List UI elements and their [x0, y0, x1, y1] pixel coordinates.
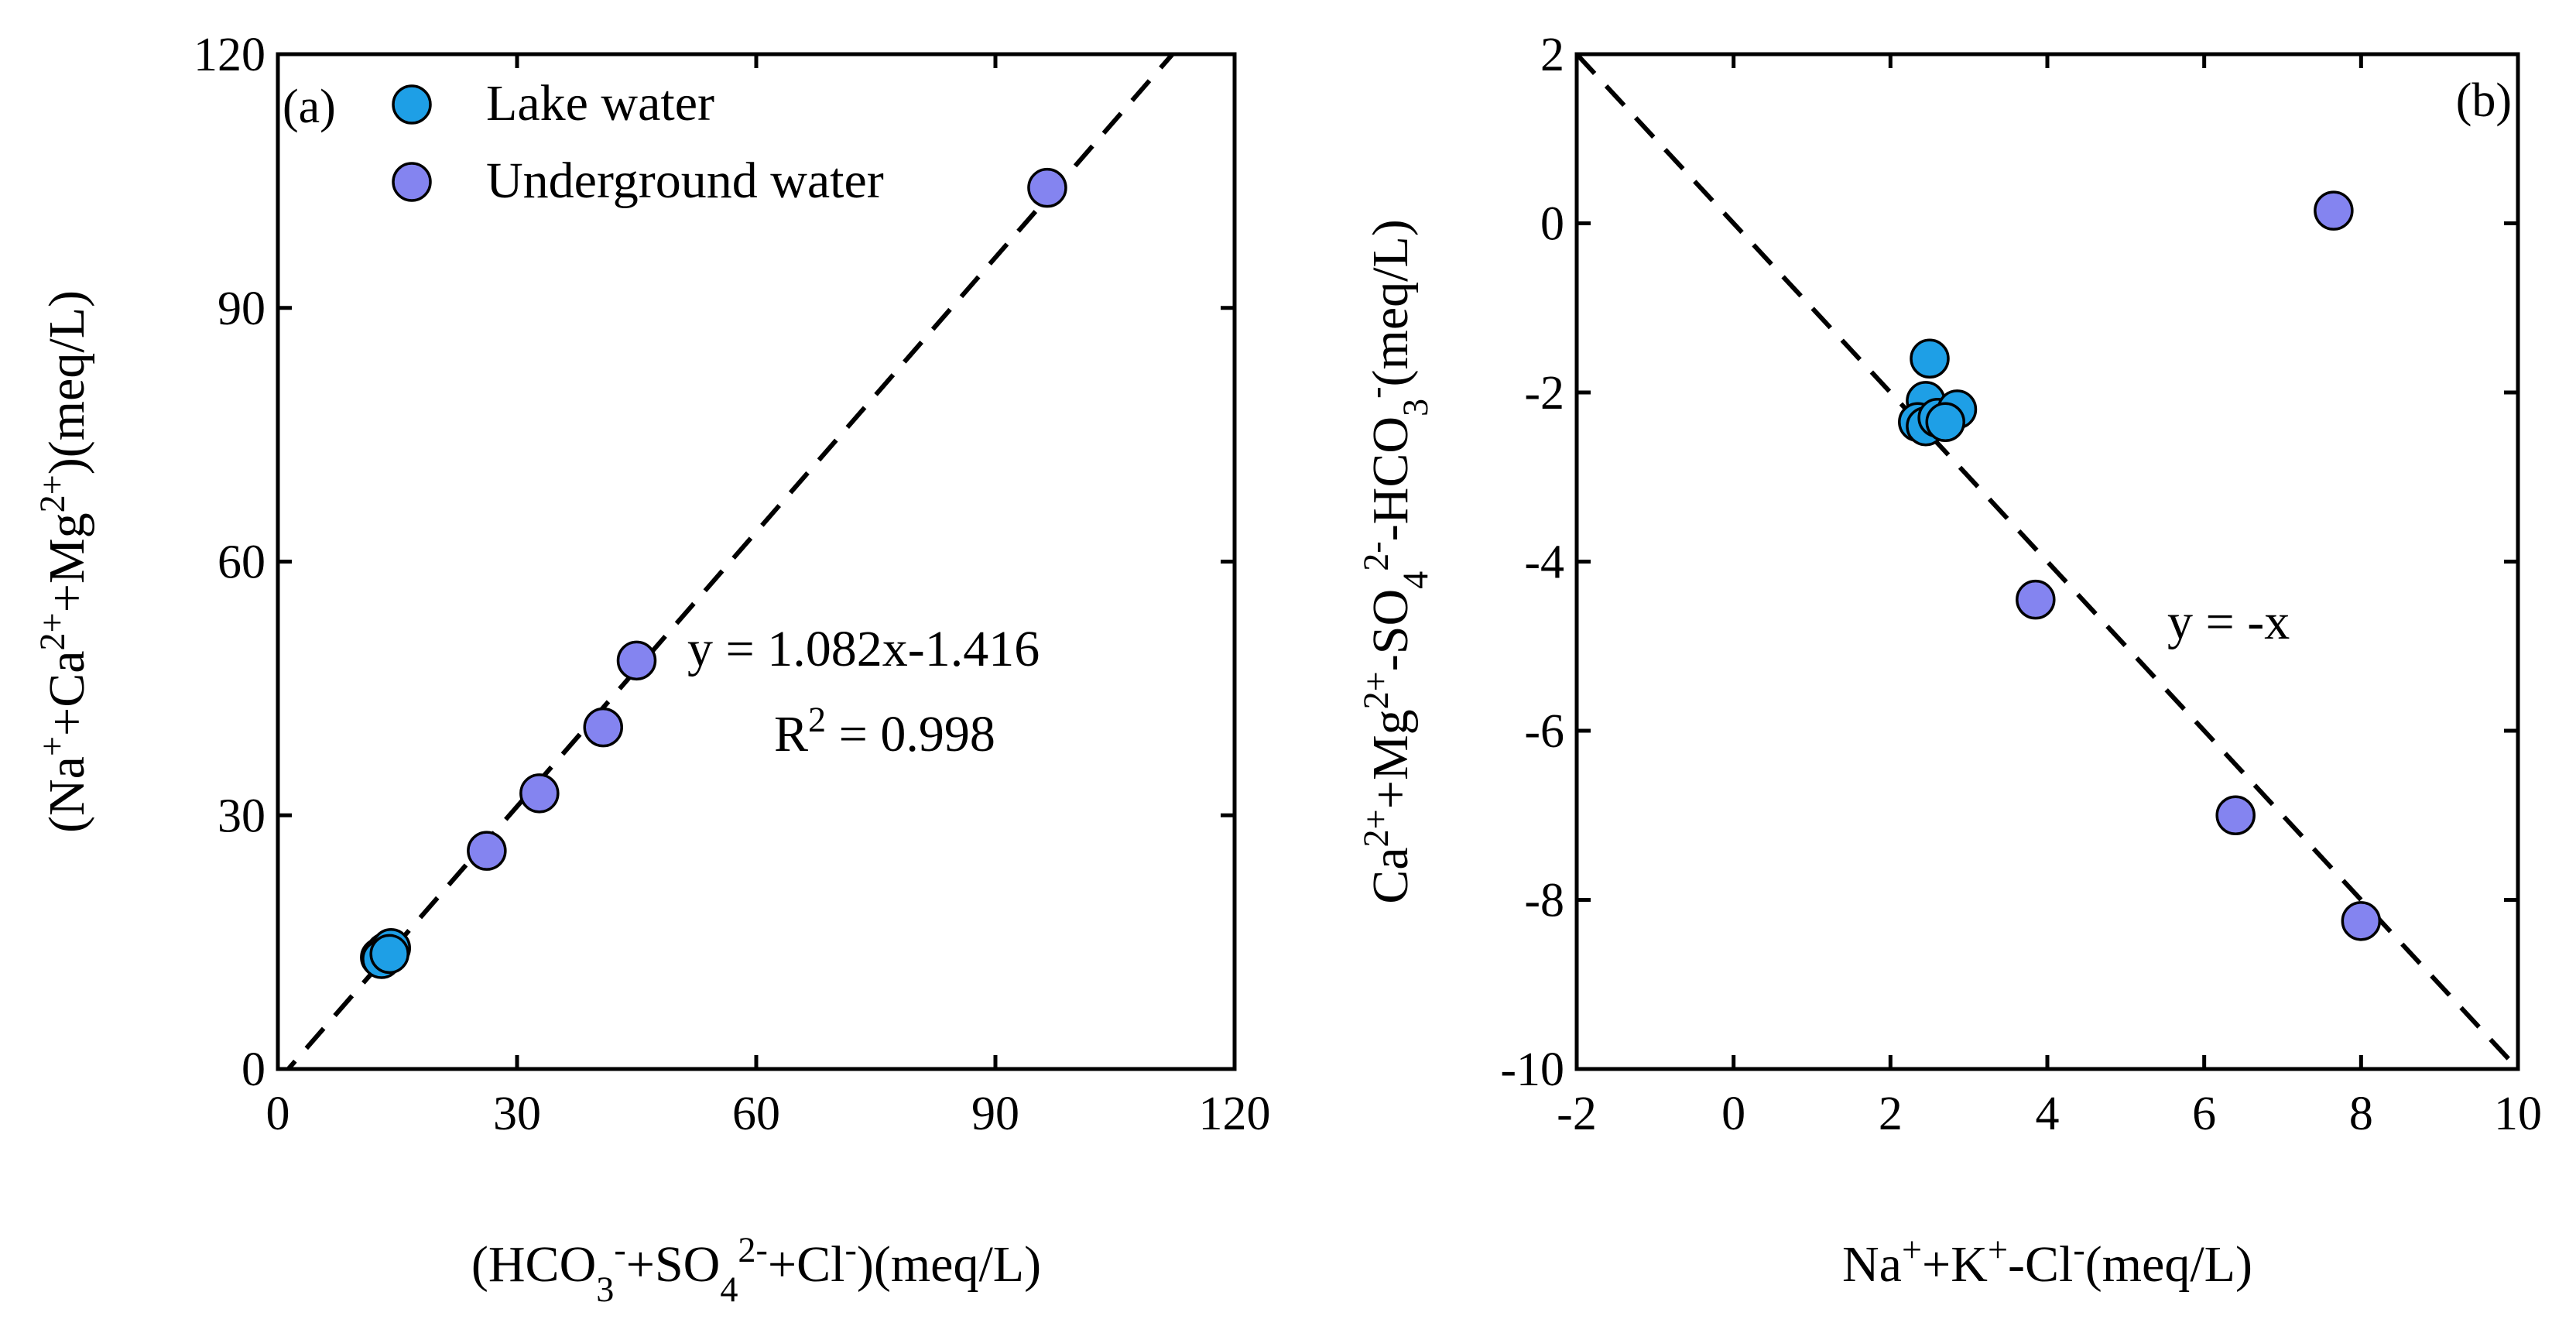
x-tick-label: 4	[2036, 1088, 2060, 1140]
text-part: Na	[1842, 1236, 1902, 1293]
text-part: -SO	[1362, 589, 1419, 671]
text-part: y = 1.082x-1.416	[687, 621, 1040, 677]
data-point-underground	[2314, 190, 2354, 231]
x-tick-label: 0	[266, 1088, 290, 1140]
text-part: -Cl	[2008, 1236, 2073, 1293]
text-part: +K	[1922, 1236, 1988, 1293]
text-part: +SO	[626, 1236, 721, 1293]
y-axis-title: (Na++Ca2++Mg2+)(meq/L)	[33, 290, 96, 833]
data-point-lake	[1925, 402, 1966, 442]
text-part: = 0.998	[826, 706, 995, 762]
text-part: -HCO	[1362, 416, 1419, 541]
x-tick-label: 90	[971, 1088, 1019, 1140]
text-part: -	[1356, 386, 1396, 398]
text-part: +Mg	[1362, 709, 1419, 809]
x-tick-label: 30	[493, 1088, 541, 1140]
text-part: 2+	[33, 612, 72, 650]
chart-panel-b: -2 0 2 4 6 8 10-10-8-6-4-202Na++K+-Cl-(meq/L)C…	[1356, 29, 2543, 1293]
text-part: (HCO	[471, 1236, 596, 1293]
legend-label: Lake water	[486, 75, 714, 132]
y-axis-title: Ca2++Mg2+-SO42--HCO3-(meq/L)	[1356, 219, 1435, 904]
y-tick-label: -4	[1524, 536, 1564, 589]
annotation-r2: R2 = 0.998	[774, 700, 995, 763]
y-tick-label: -6	[1524, 705, 1564, 758]
y-tick-label: 120	[194, 29, 265, 81]
text-part: 2+	[1356, 671, 1396, 709]
text-part: -	[2073, 1230, 2084, 1269]
text-part: +Ca	[39, 650, 95, 736]
x-tick-label: 2	[1879, 1088, 1903, 1140]
y-tick-label: -8	[1524, 875, 1564, 927]
text-part: (Na	[39, 756, 95, 833]
data-point-underground	[616, 640, 657, 681]
text-part: )(meq/L)	[39, 290, 95, 475]
text-part: y = -x	[2167, 594, 2290, 650]
legend-marker-lake	[392, 84, 432, 125]
data-point-lake	[1910, 338, 1950, 379]
x-tick-label: 60	[732, 1088, 780, 1140]
x-tick-label: 6	[2192, 1088, 2216, 1140]
annotation-equation: y = 1.082x-1.416	[687, 621, 1040, 677]
text-part: -	[614, 1230, 625, 1269]
x-tick-label: 10	[2494, 1088, 2542, 1140]
x-tick-label: -2	[1557, 1088, 1597, 1140]
data-point-underground	[1027, 167, 1067, 208]
x-axis-title: Na++K+-Cl-(meq/L)	[1842, 1230, 2252, 1293]
fit-line	[285, 54, 1176, 1069]
chart-panel-a: 0 30 60 90 1200306090120(HCO3-+SO42-+Cl-)(me…	[33, 29, 1271, 1309]
x-tick-label: 0	[1721, 1088, 1745, 1140]
text-part: +Cl	[768, 1236, 845, 1293]
text-part: +Mg	[39, 512, 95, 612]
text-part: -	[844, 1230, 856, 1269]
text-part: 4	[720, 1269, 738, 1309]
text-part: 2	[808, 700, 826, 739]
text-part: 2+	[33, 475, 72, 512]
data-point-underground	[583, 707, 623, 748]
data-point-underground	[2215, 795, 2256, 835]
text-part: (meq/L)	[1362, 219, 1419, 386]
annotation-equation: y = -x	[2167, 594, 2290, 650]
data-point-underground	[2016, 579, 2056, 620]
y-tick-label: 30	[218, 790, 265, 842]
legend-label: Underground water	[486, 152, 884, 209]
x-axis-title: (HCO3-+SO42-+Cl-)(meq/L)	[471, 1230, 1041, 1309]
text-part: +	[33, 736, 72, 756]
panel-label: (b)	[2456, 74, 2512, 127]
y-tick-label: -10	[1500, 1043, 1564, 1096]
text-part: 2+	[1356, 809, 1396, 847]
data-point-lake	[369, 934, 409, 975]
text-part: 2-	[738, 1230, 767, 1269]
y-tick-label: 2	[1540, 29, 1564, 81]
text-part: Ca	[1362, 847, 1419, 903]
panel-label: (a)	[283, 81, 336, 133]
x-tick-label: 8	[2349, 1088, 2373, 1140]
text-part: +	[1988, 1230, 2008, 1269]
y-tick-label: -2	[1524, 367, 1564, 420]
data-point-underground	[519, 773, 560, 814]
text-part: 3	[596, 1269, 614, 1309]
data-point-underground	[2341, 901, 2382, 941]
text-part: )(meq/L)	[857, 1236, 1041, 1293]
y-tick-label: 0	[1540, 198, 1564, 251]
text-part: (meq/L)	[2085, 1236, 2252, 1293]
text-part: +	[1902, 1230, 1922, 1269]
fit-line	[1577, 54, 2518, 1069]
text-part: 2-	[1356, 541, 1396, 570]
text-part: R	[774, 706, 808, 762]
y-tick-label: 60	[218, 536, 265, 589]
text-part: 4	[1396, 571, 1435, 589]
y-tick-label: 0	[242, 1043, 265, 1096]
data-point-underground	[467, 831, 507, 871]
text-part: 3	[1396, 399, 1435, 416]
legend-marker-underground	[392, 162, 432, 202]
x-tick-label: 120	[1199, 1088, 1271, 1140]
y-tick-label: 90	[218, 283, 265, 335]
